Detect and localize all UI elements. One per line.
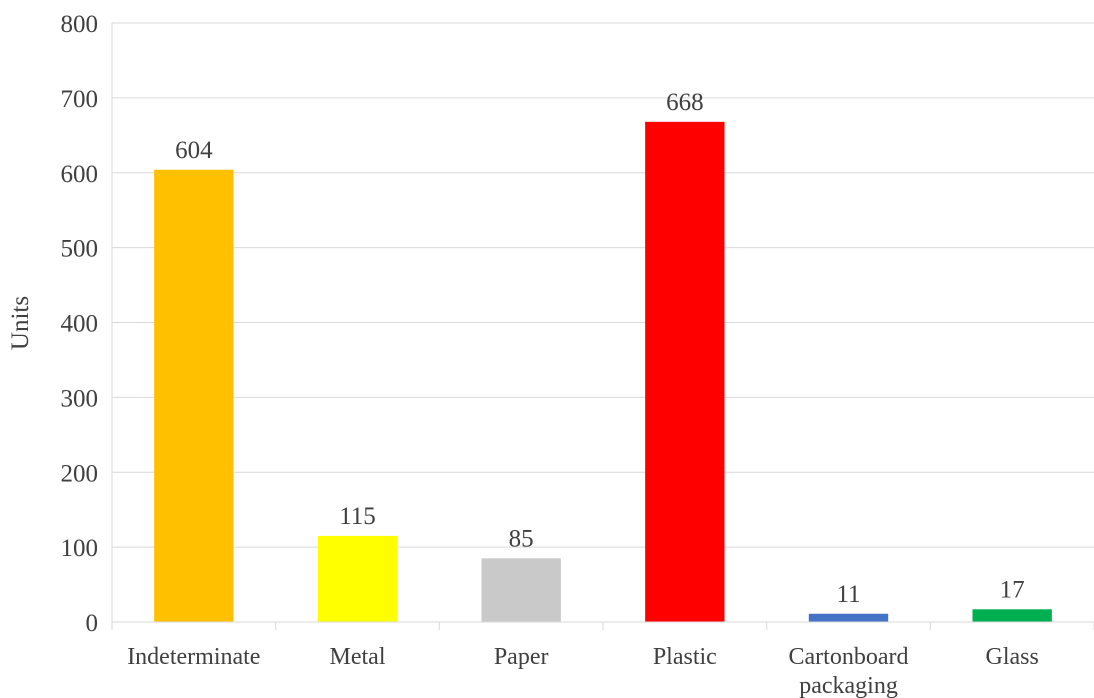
data-labels: 604 115 85 668 11 17 (175, 89, 1025, 608)
bar (154, 169, 234, 622)
bar (481, 558, 561, 622)
bar (808, 613, 889, 622)
x-tick-label: Glass (985, 644, 1038, 670)
x-tick-label: Paper (494, 644, 549, 670)
y-tick-label: 700 (61, 86, 99, 113)
axes: 0 100 200 300 400 500 600 700 800 Indeterminate Me… (61, 11, 1094, 698)
bars (154, 121, 1052, 623)
x-tick-label: Plastic (653, 644, 717, 670)
y-tick-label: 500 (61, 236, 99, 263)
y-tick-label: 200 (61, 460, 99, 487)
y-tick-label: 300 (61, 385, 99, 412)
data-label: 115 (339, 503, 376, 530)
bar (317, 535, 398, 622)
y-tick-label: 400 (61, 311, 99, 338)
x-tick-label: Cartonboard packaging (789, 644, 909, 698)
x-tick-label: Indeterminate (127, 644, 260, 670)
gridlines (112, 22, 1094, 548)
x-tick-label: Metal (330, 644, 386, 670)
y-tick-label: 800 (61, 11, 99, 38)
data-label: 11 (836, 581, 860, 608)
bar (972, 609, 1052, 622)
y-tick-label: 100 (61, 535, 99, 562)
bar (645, 121, 725, 623)
data-label: 17 (1000, 576, 1025, 603)
y-axis-title: Units (7, 296, 34, 350)
y-tick-label: 0 (86, 610, 99, 637)
data-label: 668 (666, 89, 704, 116)
data-label: 85 (509, 525, 534, 552)
data-label: 604 (175, 137, 213, 164)
y-tick-label: 600 (61, 161, 99, 188)
